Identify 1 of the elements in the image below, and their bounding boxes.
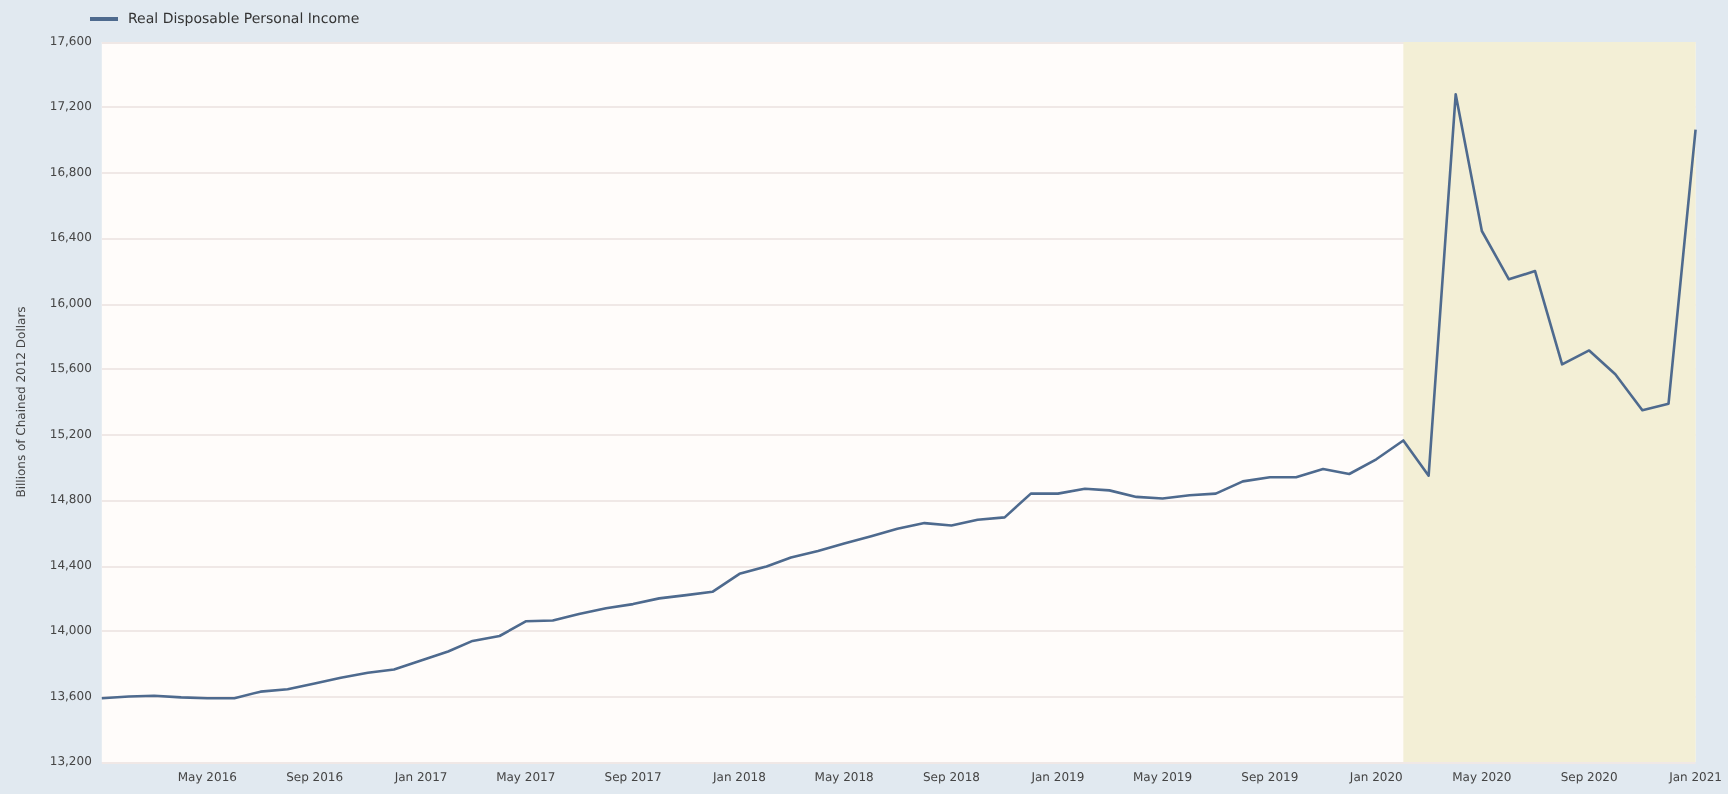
line-series: [100, 93, 1697, 700]
